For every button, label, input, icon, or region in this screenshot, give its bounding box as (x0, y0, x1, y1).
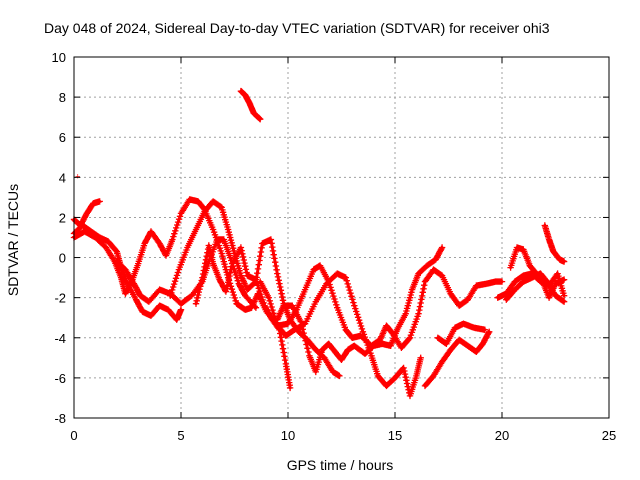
series-track-15 (541, 222, 568, 265)
y-tick-label: 8 (59, 90, 66, 105)
series-markers (70, 198, 103, 229)
plot-frame (73, 56, 610, 419)
y-tick-label: 6 (59, 130, 66, 145)
series-markers (237, 87, 264, 123)
stray-marker: + (75, 171, 80, 181)
x-tick-label: 5 (177, 428, 184, 443)
series-track-5 (167, 198, 343, 380)
series-markers (192, 242, 294, 392)
y-tick-label: 0 (59, 251, 66, 266)
y-tick-label: -4 (54, 331, 66, 346)
series-markers (507, 244, 568, 301)
series-track-9 (274, 244, 446, 376)
chart-title: Day 048 of 2024, Sidereal Day-to-day VTE… (44, 20, 550, 36)
series-track-10 (421, 328, 493, 390)
y-tick-label: 10 (52, 50, 66, 65)
x-tick-label: 10 (281, 428, 295, 443)
x-tick-label: 0 (70, 428, 77, 443)
y-tick-label: 4 (59, 170, 66, 185)
x-tick-label: 20 (495, 428, 509, 443)
tick-labels: 0 5 10 15 20 25 -8 -6 -4 -2 0 2 4 6 8 10 (52, 50, 617, 443)
x-tick-label: 25 (602, 428, 616, 443)
y-tick-label: -8 (54, 411, 66, 426)
series-track-14 (507, 244, 568, 301)
series-track-11 (434, 320, 489, 347)
y-tick-label: 2 (59, 210, 66, 225)
series-markers (274, 244, 446, 376)
series-markers (421, 328, 493, 390)
series-track-8 (257, 270, 424, 400)
y-axis-label: SDTVAR / TECUs (5, 184, 21, 296)
y-tick-label: -6 (54, 371, 66, 386)
series-markers (167, 198, 343, 380)
series-markers (541, 222, 568, 265)
series-layer: + (70, 87, 568, 400)
grid-lines (74, 57, 609, 418)
x-tick-label: 15 (388, 428, 402, 443)
y-tick-label: -2 (54, 291, 66, 306)
series-markers (257, 270, 424, 400)
series-track-2 (70, 198, 103, 229)
series-markers (434, 320, 489, 347)
series-track-7 (237, 87, 264, 123)
x-axis-label: GPS time / hours (287, 457, 394, 473)
